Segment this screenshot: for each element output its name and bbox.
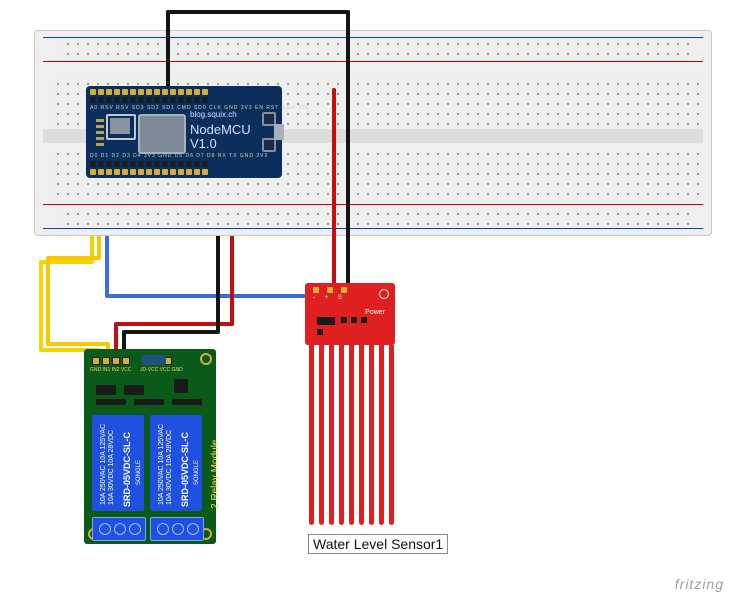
relay-terminal-1 (92, 517, 146, 541)
nodemcu-top-pins2 (90, 97, 208, 103)
nodemcu-blog-text: blog.squix.ch (190, 110, 237, 119)
nodemcu-top-pins (90, 89, 208, 95)
usb-port (274, 124, 284, 140)
relay-module: GND IN1 IN2 VCC JD-VCC VCC GND 10A 250VA… (84, 349, 216, 544)
esp-chip (138, 114, 186, 154)
nodemcu-title-text: NodeMCU (190, 122, 251, 137)
wifi-antenna-icon (96, 118, 104, 146)
sensor-power-text: Power (365, 309, 385, 316)
water-level-sensor: - + S Power (305, 283, 395, 525)
relay-terminal-2 (150, 517, 204, 541)
diagram-canvas: A0 RSV RSV SD3 SD2 SD1 CMD SD0 CLK GND 3… (0, 0, 736, 600)
flash-button[interactable] (262, 138, 276, 152)
sensor-pin-labels: - + S (313, 295, 346, 301)
nodemcu-version-text: V1.0 (190, 136, 217, 151)
nodemcu-bot-pins (90, 169, 208, 175)
nodemcu-bot-pins2 (90, 161, 208, 167)
relay-module-text: 2 Relay Module (210, 440, 221, 509)
sensor-caption: Water Level Sensor1 (308, 534, 448, 554)
nodemcu-board: A0 RSV RSV SD3 SD2 SD1 CMD SD0 CLK GND 3… (86, 86, 282, 178)
relay-ctrl-labels: GND IN1 IN2 VCC (90, 367, 131, 373)
relay-1: 10A 250VAC 10A 125VAC 10A 30VDC 10A 28VD… (92, 415, 144, 511)
fritzing-credit: fritzing (675, 576, 724, 592)
relay-2: 10A 250VAC 10A 125VAC 10A 30VDC 10A 28VD… (150, 415, 202, 511)
relay-header-labels: JD-VCC VCC GND (140, 367, 183, 373)
